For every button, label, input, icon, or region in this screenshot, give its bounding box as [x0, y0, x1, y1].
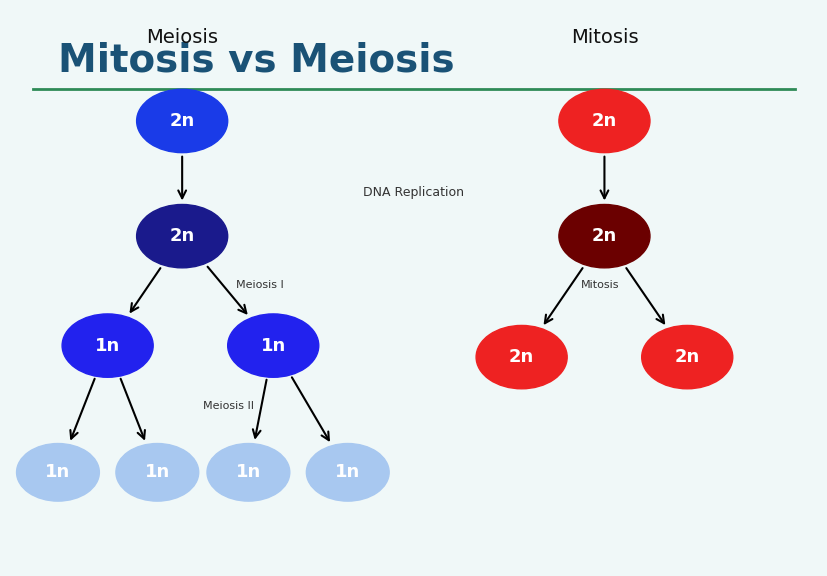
Circle shape: [116, 444, 198, 501]
Circle shape: [558, 204, 649, 268]
Circle shape: [306, 444, 389, 501]
Text: Mitosis vs Meiosis: Mitosis vs Meiosis: [58, 41, 454, 79]
Circle shape: [227, 314, 318, 377]
Circle shape: [207, 444, 289, 501]
Text: Mitosis: Mitosis: [581, 280, 619, 290]
Circle shape: [136, 204, 227, 268]
Circle shape: [17, 444, 99, 501]
Text: Meiosis II: Meiosis II: [203, 401, 254, 411]
Text: 1n: 1n: [261, 336, 285, 355]
Text: 2n: 2n: [591, 227, 616, 245]
Text: 1n: 1n: [95, 336, 120, 355]
Text: Meiosis: Meiosis: [146, 28, 218, 47]
Circle shape: [136, 89, 227, 153]
Text: DNA Replication: DNA Replication: [363, 187, 464, 199]
Circle shape: [641, 325, 732, 389]
Text: Meiosis I: Meiosis I: [236, 280, 284, 290]
Text: 2n: 2n: [170, 112, 194, 130]
Text: 1n: 1n: [45, 463, 70, 482]
Text: 2n: 2n: [170, 227, 194, 245]
Text: 1n: 1n: [236, 463, 261, 482]
Text: 1n: 1n: [335, 463, 360, 482]
Text: 2n: 2n: [674, 348, 699, 366]
Circle shape: [62, 314, 153, 377]
Circle shape: [476, 325, 566, 389]
Text: Mitosis: Mitosis: [570, 28, 638, 47]
Text: 2n: 2n: [591, 112, 616, 130]
Circle shape: [558, 89, 649, 153]
Text: 1n: 1n: [145, 463, 170, 482]
Text: 2n: 2n: [509, 348, 533, 366]
